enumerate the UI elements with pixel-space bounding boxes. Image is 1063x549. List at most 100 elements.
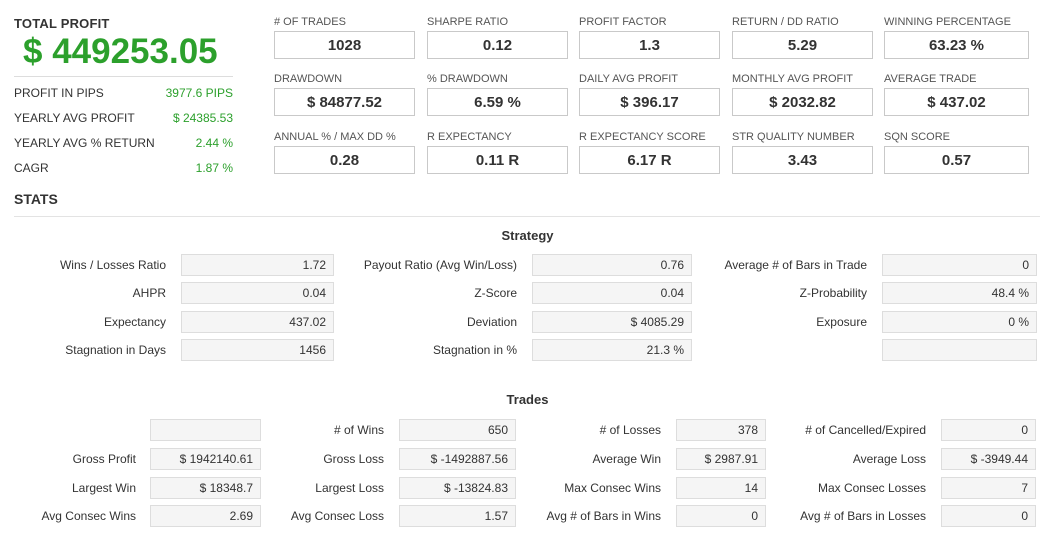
trades-label: # of Losses <box>599 423 661 437</box>
trades-label: Gross Profit <box>72 452 136 466</box>
summary-row-label: CAGR <box>14 161 49 175</box>
metric-label: R EXPECTANCY <box>427 131 512 143</box>
strategy-label <box>692 339 867 361</box>
metric-value: 1.3 <box>579 31 720 59</box>
metric-monthly-avg-profit: MONTHLY AVG PROFIT $ 2032.82 <box>732 72 873 116</box>
trades-value: 0 <box>676 505 766 527</box>
strategy-label: Exposure <box>816 315 867 329</box>
metric-label: AVERAGE TRADE <box>884 73 977 85</box>
trades-label: Avg # of Bars in Wins <box>546 509 662 523</box>
metric-value: 5.29 <box>732 31 873 59</box>
metric-str-quality-number: STR QUALITY NUMBER 3.43 <box>732 130 873 174</box>
stats-divider <box>14 216 1040 217</box>
strategy-label: Wins / Losses Ratio <box>59 258 166 272</box>
strategy-label: Deviation <box>466 315 517 329</box>
strategy-value: 0.76 <box>532 254 692 276</box>
strategy-label: AHPR <box>132 286 166 300</box>
strategy-label: Stagnation in % <box>432 343 517 357</box>
trades-value: $ 18348.7 <box>150 477 261 499</box>
trades-value: 0 <box>941 419 1036 441</box>
strategy-value: 21.3 % <box>532 339 692 361</box>
summary-row-value: 1.87 % <box>195 161 233 175</box>
metric-value: 6.17 R <box>579 146 720 174</box>
metric-label: % DRAWDOWN <box>427 73 508 85</box>
strategy-value: 0.04 <box>181 282 334 304</box>
trades-value: 650 <box>399 419 516 441</box>
metric-winning-percentage: WINNING PERCENTAGE 63.23 % <box>884 15 1029 59</box>
metric-annual-max-dd: ANNUAL % / MAX DD % 0.28 <box>274 130 415 174</box>
metric-label: STR QUALITY NUMBER <box>732 131 855 143</box>
trades-value: 378 <box>676 419 766 441</box>
trades-label: # of Cancelled/Expired <box>805 423 926 437</box>
metric-value: 0.12 <box>427 31 568 59</box>
trades-label: Gross Loss <box>323 452 384 466</box>
summary-row-value: 3977.6 PIPS <box>165 86 233 100</box>
metric-value: 6.59 % <box>427 88 568 116</box>
metric-label: ANNUAL % / MAX DD % <box>274 131 396 143</box>
metric-value: $ 396.17 <box>579 88 720 116</box>
trades-value: $ 2987.91 <box>676 448 766 470</box>
metric-return-dd-ratio: RETURN / DD RATIO 5.29 <box>732 15 873 59</box>
metric-label: WINNING PERCENTAGE <box>884 16 1011 28</box>
summary-row-label: YEARLY AVG % RETURN <box>14 136 155 150</box>
metric-num-trades: # OF TRADES 1028 <box>274 15 415 59</box>
metric-value: $ 437.02 <box>884 88 1029 116</box>
summary-row-yearly-avg-return: YEARLY AVG % RETURN 2.44 % <box>14 136 233 154</box>
metric-value: 63.23 % <box>884 31 1029 59</box>
metric-r-expectancy-score: R EXPECTANCY SCORE 6.17 R <box>579 130 720 174</box>
trades-value: $ -1492887.56 <box>399 448 516 470</box>
metric-value: $ 84877.52 <box>274 88 415 116</box>
summary-row-value: 2.44 % <box>195 136 233 150</box>
metric-value: 0.11 R <box>427 146 568 174</box>
trades-value: $ -3949.44 <box>941 448 1036 470</box>
trades-value: 7 <box>941 477 1036 499</box>
trades-section-title: Trades <box>506 392 549 407</box>
trades-label: Max Consec Wins <box>564 481 661 495</box>
strategy-value: 0.04 <box>532 282 692 304</box>
strategy-value <box>882 339 1037 361</box>
trades-label: # of Wins <box>333 423 384 437</box>
strategy-label: Payout Ratio (Avg Win/Loss) <box>363 258 517 272</box>
total-profit-value: $ 449253.05 <box>23 32 218 71</box>
metric-sharpe-ratio: SHARPE RATIO 0.12 <box>427 15 568 59</box>
trades-label <box>0 419 136 441</box>
trades-value: $ 1942140.61 <box>150 448 261 470</box>
strategy-label: Stagnation in Days <box>65 343 166 357</box>
summary-row-value: $ 24385.53 <box>172 111 233 125</box>
summary-row-label: PROFIT IN PIPS <box>14 86 104 100</box>
metric-label: # OF TRADES <box>274 16 346 28</box>
summary-row-label: YEARLY AVG PROFIT <box>14 111 135 125</box>
trades-value <box>150 419 261 441</box>
strategy-value: 0 <box>882 254 1037 276</box>
metric-value: 0.57 <box>884 146 1029 174</box>
summary-row-cagr: CAGR 1.87 % <box>14 161 233 179</box>
strategy-value: $ 4085.29 <box>532 311 692 333</box>
trades-label: Largest Loss <box>315 481 384 495</box>
summary-row-profit-in-pips: PROFIT IN PIPS 3977.6 PIPS <box>14 86 233 104</box>
trades-label: Max Consec Losses <box>817 481 926 495</box>
strategy-label: Z-Score <box>474 286 517 300</box>
metric-average-trade: AVERAGE TRADE $ 437.02 <box>884 72 1029 116</box>
trades-value: 0 <box>941 505 1036 527</box>
trades-label: Largest Win <box>71 481 136 495</box>
summary-divider <box>14 76 233 77</box>
strategy-value: 1.72 <box>181 254 334 276</box>
strategy-value: 1456 <box>181 339 334 361</box>
metric-value: 0.28 <box>274 146 415 174</box>
summary-row-yearly-avg-profit: YEARLY AVG PROFIT $ 24385.53 <box>14 111 233 129</box>
metric-label: R EXPECTANCY SCORE <box>579 131 706 143</box>
metric-label: DRAWDOWN <box>274 73 343 85</box>
metric-value: 3.43 <box>732 146 873 174</box>
trades-label: Average Win <box>592 452 661 466</box>
strategy-label: Expectancy <box>103 315 166 329</box>
trades-value: 2.69 <box>150 505 261 527</box>
trades-value: 1.57 <box>399 505 516 527</box>
metric-label: SHARPE RATIO <box>427 16 509 28</box>
metric-label: RETURN / DD RATIO <box>732 16 839 28</box>
strategy-value: 48.4 % <box>882 282 1037 304</box>
metric-value: $ 2032.82 <box>732 88 873 116</box>
strategy-value: 0 % <box>882 311 1037 333</box>
metric-label: SQN SCORE <box>884 131 951 143</box>
metric-r-expectancy: R EXPECTANCY 0.11 R <box>427 130 568 174</box>
total-profit-label: TOTAL PROFIT <box>14 16 110 31</box>
